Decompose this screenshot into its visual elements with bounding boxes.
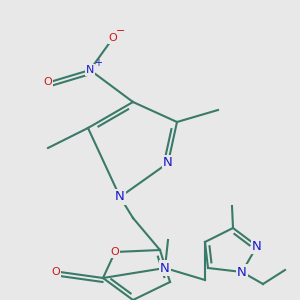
Text: N: N — [252, 239, 262, 253]
Text: O: O — [44, 77, 52, 87]
Text: N: N — [160, 262, 170, 275]
Text: N: N — [163, 157, 173, 169]
Text: N: N — [86, 65, 94, 75]
Text: N: N — [237, 266, 247, 278]
Text: −: − — [116, 26, 126, 36]
Text: O: O — [109, 33, 117, 43]
Text: +: + — [94, 58, 102, 68]
Text: O: O — [52, 267, 60, 277]
Text: N: N — [115, 190, 125, 203]
Text: O: O — [111, 247, 119, 257]
